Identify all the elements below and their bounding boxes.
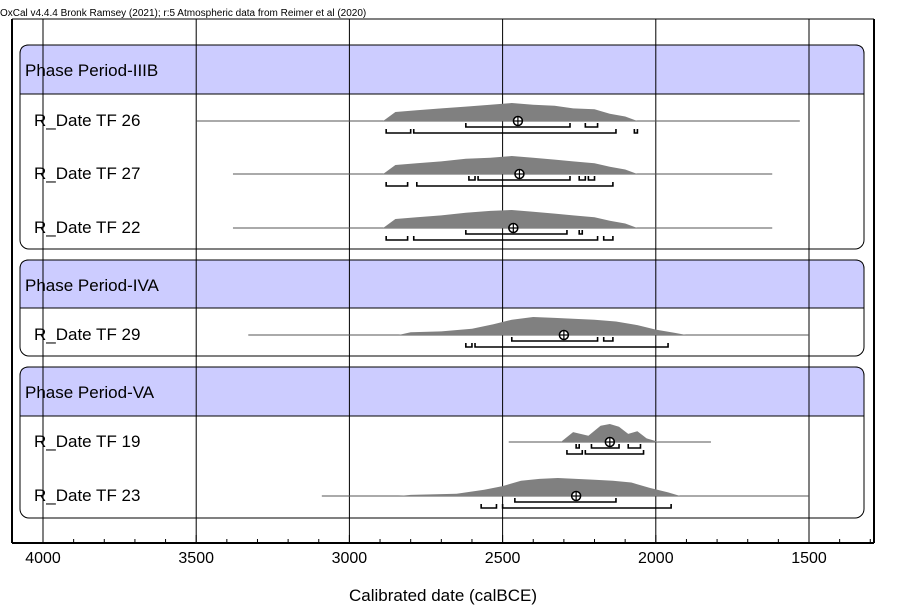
x-tick-label: 3000 <box>332 550 368 567</box>
probability-distribution <box>398 478 681 496</box>
phase-title: Phase Period-IVA <box>25 276 160 295</box>
probability-distribution <box>383 210 638 228</box>
probability-distribution <box>398 317 687 335</box>
date-label: R_Date TF 19 <box>34 432 140 451</box>
phase-header-band <box>19 259 865 309</box>
date-label: R_Date TF 22 <box>34 218 140 237</box>
phase-title: Phase Period-VA <box>25 383 155 402</box>
phase-header-band <box>19 44 865 95</box>
range-95-bracket <box>412 129 617 134</box>
x-tick-label: 3500 <box>178 550 214 567</box>
range-68-bracket <box>578 176 587 181</box>
range-68-bracket <box>602 337 614 342</box>
probability-distribution <box>383 156 638 174</box>
x-axis-title: Calibrated date (calBCE) <box>349 586 537 605</box>
x-tick-label: 2500 <box>485 550 521 567</box>
x-tick-label: 4000 <box>25 550 61 567</box>
range-68-bracket <box>510 337 599 342</box>
range-95-bracket <box>602 236 614 241</box>
date-label: R_Date TF 27 <box>34 164 140 183</box>
range-68-bracket <box>514 498 617 503</box>
range-95-bracket <box>412 236 599 241</box>
phase-title: Phase Period-IIIB <box>25 61 158 80</box>
date-label: R_Date TF 29 <box>34 325 140 344</box>
range-68-bracket <box>587 176 596 181</box>
range-95-bracket <box>465 343 473 348</box>
range-95-bracket <box>501 504 672 509</box>
range-68-bracket <box>578 230 584 235</box>
range-95-bracket <box>416 182 614 187</box>
header-text: OxCal v4.4.4 Bronk Ramsey (2021); r:5 At… <box>0 8 366 19</box>
range-68-bracket <box>477 176 571 181</box>
range-68-bracket <box>465 123 571 128</box>
probability-distribution <box>383 103 638 121</box>
range-68-bracket <box>584 123 599 128</box>
range-95-bracket <box>633 129 639 134</box>
date-label: R_Date TF 23 <box>34 486 140 505</box>
range-68-bracket <box>575 444 580 449</box>
x-tick-label: 1500 <box>791 550 827 567</box>
range-95-bracket <box>584 450 645 455</box>
range-68-bracket <box>468 176 476 181</box>
range-95-bracket <box>385 129 412 134</box>
probability-distribution <box>560 424 659 442</box>
range-95-bracket <box>385 182 409 187</box>
date-label: R_Date TF 26 <box>34 111 140 130</box>
range-95-bracket <box>474 343 669 348</box>
x-tick-label: 2000 <box>638 550 674 567</box>
range-68-bracket <box>627 444 642 449</box>
range-95-bracket <box>480 504 498 509</box>
range-68-bracket <box>590 444 620 449</box>
phase-header-band <box>19 366 865 417</box>
range-95-bracket <box>566 450 584 455</box>
range-95-bracket <box>385 236 409 241</box>
range-68-bracket <box>465 230 568 235</box>
